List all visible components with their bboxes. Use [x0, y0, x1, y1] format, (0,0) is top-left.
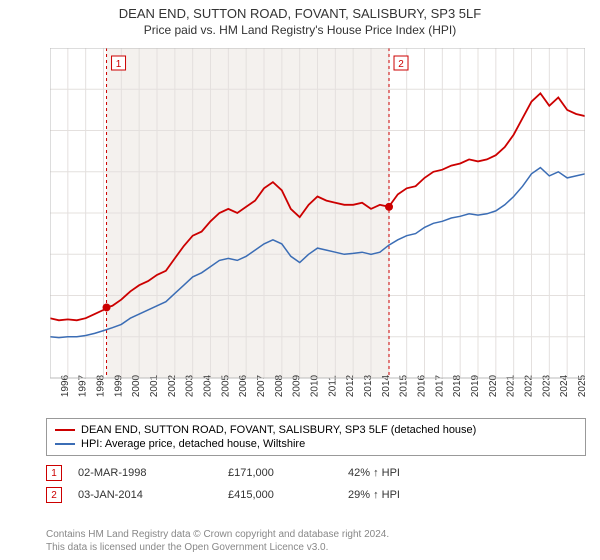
marker-price-0: £171,000 — [228, 467, 348, 479]
chart-container: DEAN END, SUTTON ROAD, FOVANT, SALISBURY… — [0, 0, 600, 560]
chart-subtitle: Price paid vs. HM Land Registry's House … — [0, 23, 600, 37]
legend: DEAN END, SUTTON ROAD, FOVANT, SALISBURY… — [46, 418, 586, 456]
legend-label-0: DEAN END, SUTTON ROAD, FOVANT, SALISBURY… — [81, 424, 476, 436]
footer-line1: Contains HM Land Registry data © Crown c… — [46, 528, 389, 541]
title-block: DEAN END, SUTTON ROAD, FOVANT, SALISBURY… — [0, 0, 600, 37]
footer: Contains HM Land Registry data © Crown c… — [46, 528, 389, 554]
legend-item-0: DEAN END, SUTTON ROAD, FOVANT, SALISBURY… — [55, 423, 577, 437]
marker-hpi-0: 42% ↑ HPI — [348, 467, 468, 479]
marker-price-1: £415,000 — [228, 489, 348, 501]
marker-date-0: 02-MAR-1998 — [78, 467, 228, 479]
legend-swatch-0 — [55, 429, 75, 431]
markers-table: 1 02-MAR-1998 £171,000 42% ↑ HPI 2 03-JA… — [34, 462, 584, 506]
legend-item-1: HPI: Average price, detached house, Wilt… — [55, 437, 577, 451]
chart-svg: £0£100K£200K£300K£400K£500K£600K£700K£80… — [50, 48, 585, 418]
marker-row-1: 2 03-JAN-2014 £415,000 29% ↑ HPI — [34, 484, 584, 506]
marker-row-0: 1 02-MAR-1998 £171,000 42% ↑ HPI — [34, 462, 584, 484]
legend-label-1: HPI: Average price, detached house, Wilt… — [81, 438, 305, 450]
legend-swatch-1 — [55, 443, 75, 445]
marker-date-1: 03-JAN-2014 — [78, 489, 228, 501]
svg-text:1: 1 — [116, 59, 122, 70]
marker-hpi-1: 29% ↑ HPI — [348, 489, 468, 501]
chart-title: DEAN END, SUTTON ROAD, FOVANT, SALISBURY… — [0, 6, 600, 21]
footer-line2: This data is licensed under the Open Gov… — [46, 541, 389, 554]
plot-area: £0£100K£200K£300K£400K£500K£600K£700K£80… — [50, 48, 585, 378]
marker-badge-0: 1 — [46, 465, 62, 481]
svg-text:2: 2 — [398, 59, 404, 70]
marker-badge-1: 2 — [46, 487, 62, 503]
